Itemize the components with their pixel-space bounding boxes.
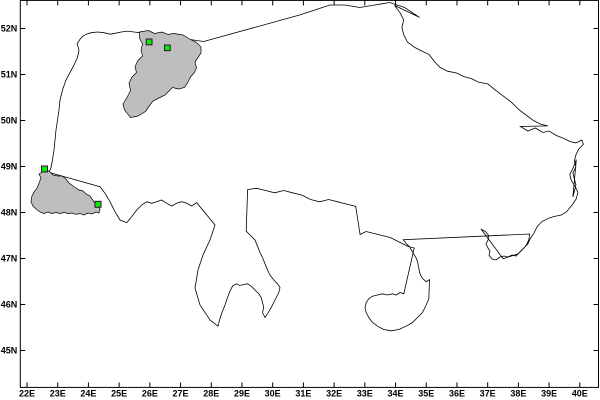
- svg-text:49N: 49N: [1, 162, 18, 172]
- svg-text:45N: 45N: [1, 346, 18, 356]
- svg-text:47N: 47N: [1, 254, 18, 264]
- svg-text:36E: 36E: [449, 388, 465, 398]
- svg-text:35E: 35E: [418, 388, 434, 398]
- svg-text:37E: 37E: [480, 388, 496, 398]
- svg-text:48N: 48N: [1, 208, 18, 218]
- svg-text:46N: 46N: [1, 300, 18, 310]
- svg-text:39E: 39E: [541, 388, 557, 398]
- svg-text:23E: 23E: [50, 388, 66, 398]
- svg-text:28E: 28E: [203, 388, 219, 398]
- svg-text:25E: 25E: [111, 388, 127, 398]
- svg-text:32E: 32E: [326, 388, 342, 398]
- svg-text:40E: 40E: [572, 388, 588, 398]
- svg-text:34E: 34E: [388, 388, 404, 398]
- svg-text:51N: 51N: [1, 70, 18, 80]
- svg-text:26E: 26E: [142, 388, 158, 398]
- svg-text:52N: 52N: [1, 24, 18, 34]
- svg-text:33E: 33E: [357, 388, 373, 398]
- svg-text:27E: 27E: [173, 388, 189, 398]
- svg-text:31E: 31E: [295, 388, 311, 398]
- svg-text:50N: 50N: [1, 116, 18, 126]
- svg-text:29E: 29E: [234, 388, 250, 398]
- svg-text:22E: 22E: [19, 388, 35, 398]
- svg-text:30E: 30E: [265, 388, 281, 398]
- svg-text:38E: 38E: [510, 388, 526, 398]
- svg-text:24E: 24E: [80, 388, 96, 398]
